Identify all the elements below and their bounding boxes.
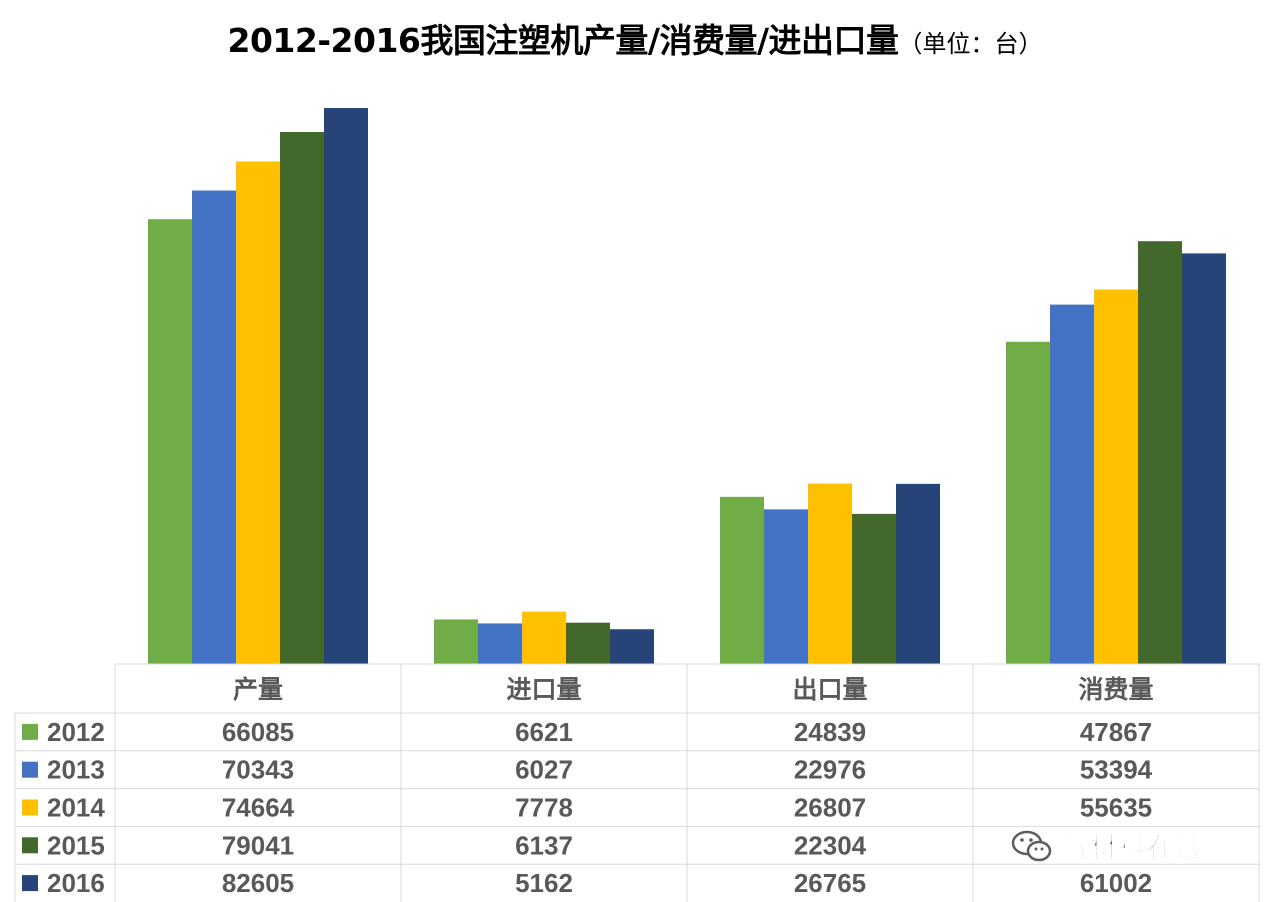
bar-2013-2 bbox=[764, 509, 808, 664]
bar-2012-3 bbox=[1006, 341, 1050, 664]
bar-2015-0 bbox=[280, 131, 324, 665]
bar-2016-0 bbox=[324, 108, 368, 664]
bar-2014-3 bbox=[1094, 289, 1138, 664]
legend-swatch bbox=[22, 723, 38, 740]
bar-2014-2 bbox=[808, 483, 852, 664]
bar-2012-0 bbox=[148, 219, 192, 664]
table-cell: 47867 bbox=[1080, 717, 1152, 747]
data-table: 产量 进口量 出口量 消费量 2012 66085 6621 24839 47867 2013 70… bbox=[14, 663, 1260, 902]
wechat-icon bbox=[1011, 830, 1052, 862]
category-label: 消费量 bbox=[1078, 675, 1153, 704]
legend-swatch bbox=[22, 799, 38, 816]
bar-2016-2 bbox=[896, 483, 940, 664]
category-label: 出口量 bbox=[792, 675, 867, 704]
table-cell: 66085 bbox=[222, 717, 294, 747]
table-cell: 7778 bbox=[515, 793, 573, 823]
table-cell: 61002 bbox=[1080, 868, 1152, 898]
table-cell: 6027 bbox=[515, 755, 573, 785]
table-cell: 26807 bbox=[794, 793, 866, 823]
bar-2012-1 bbox=[434, 619, 478, 664]
legend-swatch bbox=[22, 837, 38, 854]
table-cell: 70343 bbox=[222, 755, 294, 785]
category-label: 产量 bbox=[233, 675, 283, 704]
chart-title: 2012-2016我国注塑机产量/消费量/进出口量 bbox=[227, 21, 900, 60]
legend-label: 2016 bbox=[47, 868, 105, 898]
legend-label: 2015 bbox=[47, 830, 105, 860]
legend-label: 2012 bbox=[47, 717, 105, 747]
bar-2016-1 bbox=[610, 629, 654, 664]
watermark-text: 新材料在线 bbox=[1059, 831, 1206, 865]
chart-title-block: 2012-2016我国注塑机产量/消费量/进出口量（单位：台） bbox=[0, 14, 1270, 62]
bar-2012-2 bbox=[720, 496, 764, 664]
bar-2013-0 bbox=[192, 190, 236, 665]
bar-2016-3 bbox=[1182, 253, 1226, 664]
table-cell: 79041 bbox=[222, 830, 294, 860]
bars-group bbox=[148, 108, 1226, 665]
table-cell: 82605 bbox=[222, 868, 294, 898]
table-cell: 26765 bbox=[794, 868, 866, 898]
legend-label: 2014 bbox=[47, 793, 105, 823]
watermark: 新材料在线 bbox=[1010, 822, 1250, 870]
bar-2013-3 bbox=[1050, 304, 1094, 664]
legend-label: 2013 bbox=[47, 755, 105, 785]
table-cell: 6137 bbox=[515, 830, 573, 860]
bar-2013-1 bbox=[478, 623, 522, 664]
category-label: 进口量 bbox=[506, 675, 581, 704]
table-cell: 55635 bbox=[1080, 793, 1152, 823]
table-cell: 74664 bbox=[222, 793, 295, 823]
table-cell: 6621 bbox=[515, 717, 573, 747]
bar-2015-3 bbox=[1138, 241, 1182, 664]
chart-subtitle: （单位：台） bbox=[898, 30, 1043, 58]
table-cell: 22976 bbox=[794, 755, 866, 785]
legend-swatch bbox=[22, 875, 38, 892]
bar-2015-2 bbox=[852, 513, 896, 664]
table-cell: 22304 bbox=[794, 830, 867, 860]
table-cell: 53394 bbox=[1080, 755, 1153, 785]
bar-2014-1 bbox=[522, 611, 566, 664]
bar-2014-0 bbox=[236, 161, 280, 664]
table-cell: 5162 bbox=[515, 868, 573, 898]
table-cell: 24839 bbox=[794, 717, 866, 747]
bar-2015-1 bbox=[566, 622, 610, 664]
legend-swatch bbox=[22, 761, 38, 778]
